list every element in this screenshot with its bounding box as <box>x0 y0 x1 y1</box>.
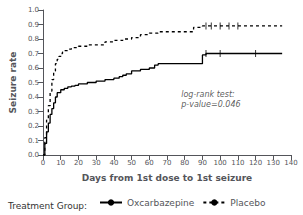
svg-text:100: 100 <box>213 159 226 167</box>
svg-text:Placebo: Placebo <box>230 198 266 208</box>
svg-text:0.9: 0.9 <box>28 21 39 29</box>
svg-text:0.5: 0.5 <box>28 79 39 87</box>
svg-text:40: 40 <box>109 159 118 167</box>
svg-text:10: 10 <box>56 159 65 167</box>
svg-text:60: 60 <box>145 159 154 167</box>
svg-text:log-rank test:: log-rank test: <box>181 90 235 99</box>
svg-text:20: 20 <box>74 159 83 167</box>
svg-text:Oxcarbazepine: Oxcarbazepine <box>127 198 195 208</box>
svg-text:0.1: 0.1 <box>28 137 39 145</box>
svg-text:0.4: 0.4 <box>28 93 40 101</box>
svg-text:50: 50 <box>127 159 136 167</box>
svg-text:Days from 1st dose to 1st seiz: Days from 1st dose to 1st seizure <box>82 173 252 183</box>
svg-text:Seizure rate: Seizure rate <box>8 52 18 114</box>
svg-text:1.0: 1.0 <box>28 6 39 14</box>
svg-text:0.7: 0.7 <box>28 50 39 58</box>
svg-text:70: 70 <box>163 159 172 167</box>
svg-text:0.2: 0.2 <box>28 122 39 130</box>
svg-text:0.0: 0.0 <box>28 151 39 159</box>
svg-text:Treatment Group:: Treatment Group: <box>7 201 87 211</box>
svg-text:80: 80 <box>180 159 189 167</box>
svg-text:0.3: 0.3 <box>28 108 39 116</box>
svg-text:0.6: 0.6 <box>28 64 40 72</box>
svg-text:p-value=0.046: p-value=0.046 <box>180 100 240 109</box>
svg-text:30: 30 <box>92 159 101 167</box>
svg-text:90: 90 <box>198 159 207 167</box>
svg-text:120: 120 <box>249 159 262 167</box>
svg-text:0: 0 <box>41 159 45 167</box>
svg-text:110: 110 <box>231 159 244 167</box>
svg-text:140: 140 <box>284 159 297 167</box>
svg-text:130: 130 <box>267 159 280 167</box>
svg-text:0.8: 0.8 <box>28 35 39 43</box>
